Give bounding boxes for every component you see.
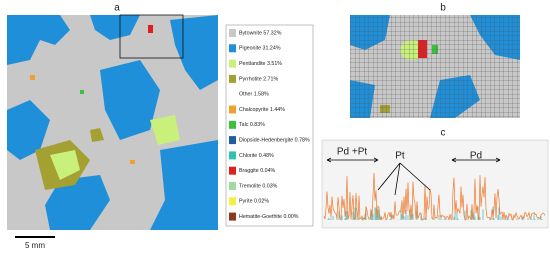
legend-label: Pyrrhotite 2.71% [239,76,278,82]
legend-swatch [229,197,236,206]
panel-label: a [114,3,120,14]
legend-label: Chlorite 0.48% [239,153,274,159]
legend-label: Braggite 0.04% [239,168,276,174]
mineral-map [7,14,218,230]
legend-swatch [229,44,236,53]
legend-label: Pigeonite 31.24% [239,46,281,52]
legend-swatch [229,166,236,175]
legend-label: Pentlandite 3.51% [239,61,282,67]
legend-swatch [229,59,236,68]
spectrum [323,172,546,222]
legend-swatch [229,151,236,160]
legend-swatch [229,136,236,145]
legend-box [225,24,314,227]
legend-label: Talc 0.83% [239,122,265,128]
legend-swatch [229,212,236,221]
legend-swatch [229,74,236,83]
legend-label: Diopside-Hedenbergite 0.78% [239,138,310,144]
legend: Bytownite 57.32% Pigeonite 31.24% Pentland… [229,29,310,221]
panel-label: c [441,128,446,139]
panel-label: b [440,3,446,14]
legend-swatch [229,90,236,99]
annotation: Pd +Pt [337,147,368,158]
zoom-map [350,15,520,118]
legend-label: Chalcopyrite 1.44% [239,107,285,113]
annotation: Pd [470,151,482,162]
legend-swatch [229,29,236,37]
legend-label: Hematite-Goethite 0.00% [239,214,299,220]
scale-label: 5 mm [25,241,45,250]
legend-swatch [229,120,236,129]
annotation-arrows [326,157,501,196]
legend-label: Pyrite 0.02% [239,199,269,205]
legend-label: Bytownite 57.32% [239,30,282,36]
legend-label: Other 1.58% [239,92,269,98]
legend-swatch [229,182,236,190]
legend-label: Tremolite 0.03% [239,183,278,189]
annotation: Pt [395,151,405,162]
spectrum-trace [323,172,546,222]
legend-swatch [229,105,236,114]
